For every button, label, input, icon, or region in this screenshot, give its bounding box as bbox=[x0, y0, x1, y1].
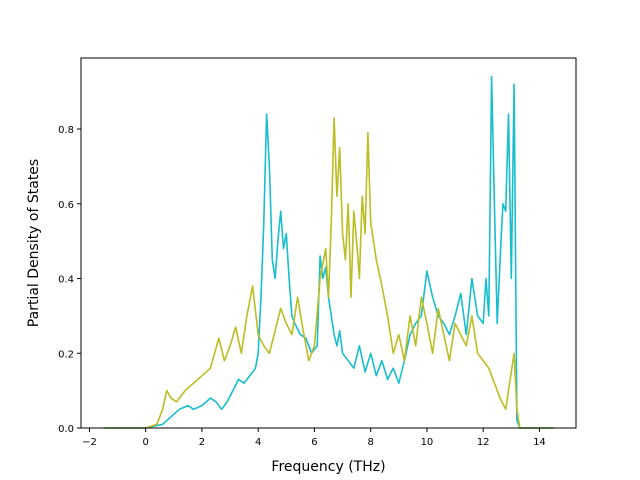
y-axis-label: Partial Density of States bbox=[26, 159, 42, 327]
y-axis-ticks: 0.0 0.2 0.4 0.6 0.8 bbox=[58, 125, 81, 435]
x-tick-label: 4 bbox=[255, 437, 261, 448]
y-tick-label: 0.6 bbox=[58, 200, 74, 211]
y-tick-label: 0.4 bbox=[58, 275, 74, 286]
x-tick-label: 2 bbox=[199, 437, 205, 448]
series-line-1 bbox=[103, 117, 554, 429]
x-tick-label: 6 bbox=[311, 437, 317, 448]
x-axis-ticks: −2 0 2 4 6 8 10 12 14 bbox=[82, 428, 546, 448]
series-line-0 bbox=[103, 75, 554, 429]
x-tick-label: 0 bbox=[143, 437, 149, 448]
x-axis-label: Frequency (THz) bbox=[271, 459, 385, 475]
y-tick-label: 0.8 bbox=[58, 125, 74, 136]
y-tick-label: 0.0 bbox=[58, 424, 74, 435]
series-layer bbox=[103, 75, 554, 429]
x-tick-label: 14 bbox=[533, 437, 546, 448]
plot-frame bbox=[80, 57, 577, 429]
y-tick-label: 0.2 bbox=[58, 349, 74, 360]
x-tick-label: 10 bbox=[421, 437, 434, 448]
x-tick-label: −2 bbox=[82, 437, 97, 448]
x-tick-label: 12 bbox=[477, 437, 490, 448]
x-tick-label: 8 bbox=[368, 437, 374, 448]
